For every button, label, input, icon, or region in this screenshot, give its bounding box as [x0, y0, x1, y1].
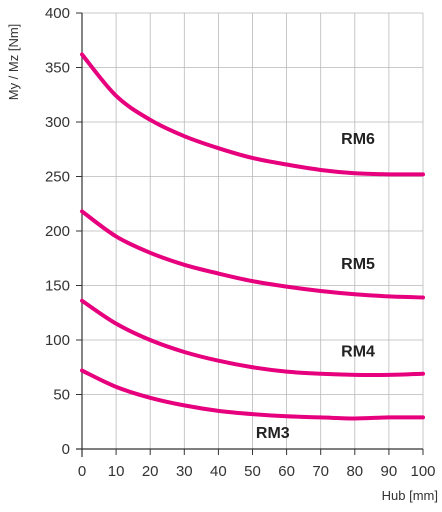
axes — [76, 12, 424, 457]
x-tick-label: 20 — [142, 463, 159, 480]
y-tick-label: 0 — [62, 441, 70, 458]
x-tick-label: 30 — [176, 463, 193, 480]
x-tick-label: 60 — [278, 463, 295, 480]
x-tick-label: 100 — [410, 463, 435, 480]
tick-labels: 0 50 100 150 200 250 300 350 400 0 10 20 30 40 50 60 70 8… — [45, 5, 436, 480]
series-line-rm5 — [80, 209, 425, 300]
series-label-rm6: RM6 — [341, 131, 375, 148]
x-tick-label: 90 — [381, 463, 398, 480]
y-tick-label: 200 — [45, 223, 70, 240]
y-tick-label: 300 — [45, 114, 70, 131]
y-axis-title: My / Mz [Nm] — [6, 24, 21, 101]
y-tick-label: 400 — [45, 5, 70, 22]
x-tick-label: 50 — [244, 463, 261, 480]
series-line-rm4 — [80, 298, 425, 378]
x-tick-label: 10 — [108, 463, 125, 480]
y-tick-label: 150 — [45, 278, 70, 295]
grid — [82, 12, 424, 449]
series-label-rm5: RM5 — [341, 256, 375, 273]
x-tick-label: 80 — [346, 463, 363, 480]
y-tick-label: 50 — [53, 387, 70, 404]
x-axis-title: Hub [mm] — [382, 488, 438, 503]
series-lines — [80, 52, 425, 421]
series-line-rm6 — [80, 52, 425, 177]
series-label-rm4: RM4 — [341, 343, 375, 360]
y-tick-label: 100 — [45, 332, 70, 349]
series-labels: RM6 RM5 RM4 RM3 — [256, 131, 375, 442]
series-line-rm3 — [80, 368, 425, 421]
x-tick-label: 0 — [78, 463, 86, 480]
x-tick-label: 70 — [312, 463, 329, 480]
x-tick-label: 40 — [210, 463, 227, 480]
y-tick-label: 250 — [45, 169, 70, 186]
series-label-rm3: RM3 — [256, 425, 290, 442]
y-tick-label: 350 — [45, 60, 70, 77]
